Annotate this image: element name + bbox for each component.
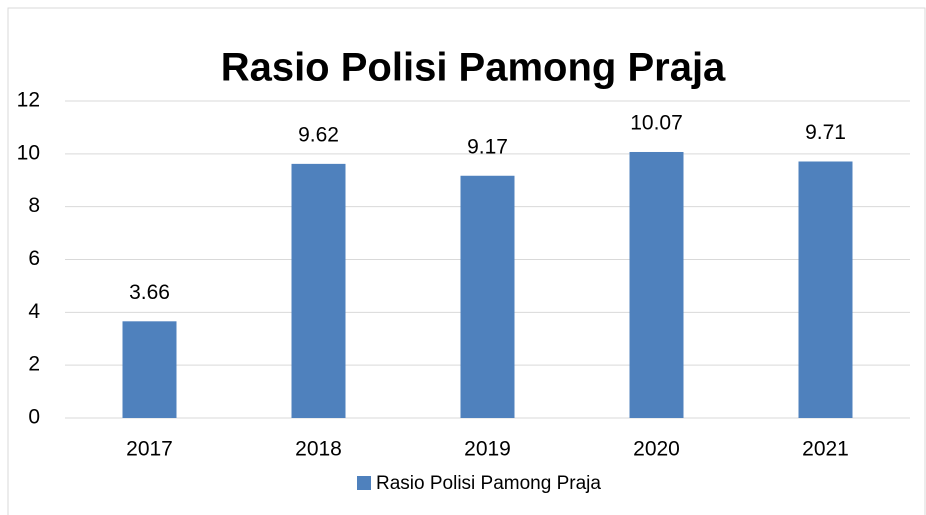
x-tick-label: 2017 [126,438,173,461]
chart-title: Rasio Polisi Pamong Praja [221,46,726,90]
legend-label: Rasio Polisi Pamong Praja [376,473,601,494]
y-tick-label: 0 [28,406,40,429]
x-tick-label: 2018 [295,438,342,461]
bar [460,175,515,418]
x-tick-label: 2019 [464,438,511,461]
y-tick-label: 8 [28,194,40,217]
bar [122,321,177,418]
y-tick-label: 6 [28,247,40,270]
y-tick-label: 2 [28,353,40,376]
y-tick-label: 12 [17,89,40,112]
bar [291,163,346,418]
y-tick-label: 4 [28,300,40,323]
data-label: 10.07 [630,112,683,135]
bar [798,161,853,418]
x-tick-label: 2020 [633,438,680,461]
data-label: 9.62 [298,123,339,146]
x-tick-label: 2021 [802,438,849,461]
bar [629,151,684,418]
data-label: 9.17 [467,135,508,158]
data-label: 9.71 [805,121,846,144]
legend-swatch [357,476,371,490]
data-label: 3.66 [129,281,170,304]
y-tick-label: 10 [17,141,40,164]
